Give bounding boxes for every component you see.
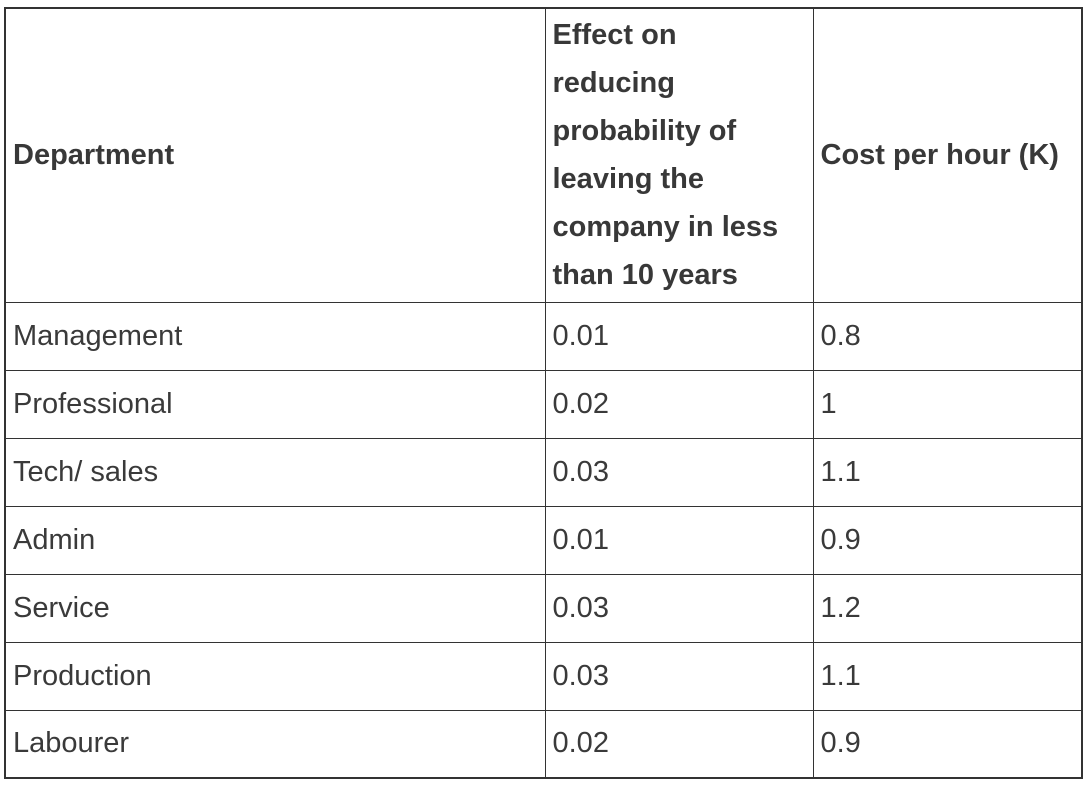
cell-effect: 0.03	[544, 641, 814, 711]
cell-department: Admin	[4, 505, 546, 575]
cell-department: Service	[4, 573, 546, 643]
cell-department: Management	[4, 301, 546, 371]
cell-effect: 0.01	[544, 301, 814, 371]
cell-cost: 1.1	[812, 641, 1083, 711]
header-effect-text: Effect on reducing probability of leavin…	[552, 19, 779, 292]
cell-effect: 0.02	[544, 369, 814, 439]
cell-effect: 0.02	[544, 709, 814, 779]
header-department: Department	[4, 7, 546, 303]
cell-effect: 0.03	[544, 573, 814, 643]
cell-cost: 0.8	[812, 301, 1083, 371]
cell-department: Labourer	[4, 709, 546, 779]
cell-department: Production	[4, 641, 546, 711]
table-row: Management 0.01 0.8	[4, 301, 1083, 371]
table-row: Admin 0.01 0.9	[4, 505, 1083, 575]
cell-cost: 1	[812, 369, 1083, 439]
cell-cost: 0.9	[812, 505, 1083, 575]
cell-cost: 1.1	[812, 437, 1083, 507]
cell-department: Tech/ sales	[4, 437, 546, 507]
header-effect: Effect on reducing probability of leavin…	[544, 7, 814, 303]
table-row: Production 0.03 1.1	[4, 641, 1083, 711]
header-row: Department Effect on reducing probabilit…	[4, 7, 1083, 303]
cell-effect: 0.01	[544, 505, 814, 575]
table-row: Service 0.03 1.2	[4, 573, 1083, 643]
header-cost-per-hour: Cost per hour (K)	[812, 7, 1083, 303]
cell-effect: 0.03	[544, 437, 814, 507]
table-row: Labourer 0.02 0.9	[4, 709, 1083, 779]
table-row: Tech/ sales 0.03 1.1	[4, 437, 1083, 507]
cell-department: Professional	[4, 369, 546, 439]
table-row: Professional 0.02 1	[4, 369, 1083, 439]
department-cost-table: Department Effect on reducing probabilit…	[4, 7, 1083, 779]
cell-cost: 0.9	[812, 709, 1083, 779]
cell-cost: 1.2	[812, 573, 1083, 643]
